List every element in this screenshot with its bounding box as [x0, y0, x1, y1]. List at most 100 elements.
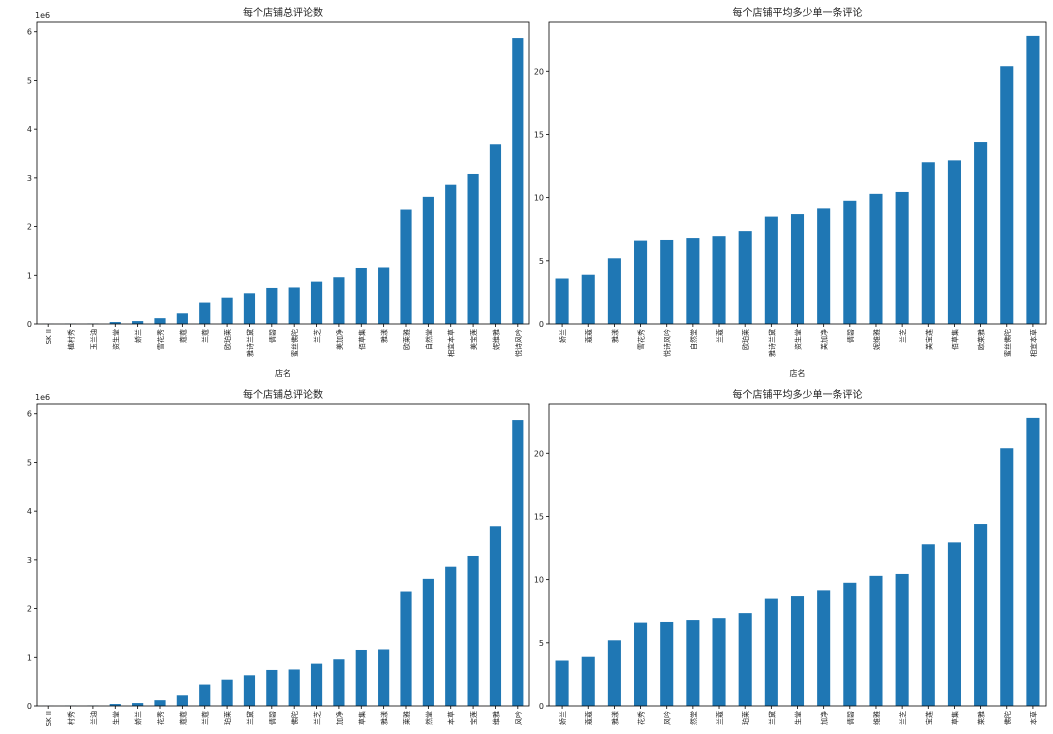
x-tick-label: 兰油	[89, 711, 98, 725]
x-tick-label: 自然堂	[689, 329, 698, 350]
bar	[634, 622, 648, 706]
bar	[712, 236, 726, 324]
bar	[660, 621, 674, 706]
x-tick-label: 欧莱雅	[402, 329, 411, 350]
bar	[895, 573, 909, 706]
x-tick-label: 维雅	[872, 711, 881, 725]
x-tick-label: 雅漾	[380, 711, 389, 725]
y-tick-label: 15	[534, 512, 544, 521]
x-tick-label: 本草	[1029, 711, 1038, 725]
y-tick-label: 5	[539, 639, 544, 648]
bar	[154, 318, 166, 324]
chart-title: 每个店铺平均多少单一条评论	[733, 6, 863, 19]
chart-title: 每个店铺总评论数	[243, 6, 323, 19]
bar	[266, 669, 278, 706]
chart-panel-1: 每个店铺总评论数 1e6 SK II 植村秀 玉兰油 资生堂 娇兰 雪花秀 蔻蔻 兰蔻 欧珀莱 雅诗兰…	[27, 6, 530, 378]
x-tick-label: 雅漾	[610, 329, 619, 343]
x-tick-label: 玉兰油	[89, 329, 98, 350]
x-tick-label: 草集	[950, 711, 959, 725]
x-tick-label: 草集	[357, 711, 366, 725]
bar	[974, 524, 988, 706]
x-tick-label: 兰蔻	[715, 329, 724, 343]
x-tick-label: 珀莱	[223, 711, 232, 725]
bar	[947, 160, 961, 324]
y-tick-label: 20	[534, 449, 544, 458]
bar	[154, 700, 166, 706]
chart-title: 每个店铺总评论数	[243, 388, 323, 401]
x-axis-label: 店名	[275, 368, 291, 378]
bar	[790, 596, 805, 706]
x-tick-label: 雪花秀	[637, 329, 646, 350]
x-tick-label: 蜜丝佛陀	[1003, 329, 1012, 357]
y-tick-label: 0	[539, 320, 544, 329]
x-tick-label: 佛陀	[290, 711, 299, 725]
x-tick-label: 植村秀	[67, 329, 76, 350]
bar	[921, 162, 935, 324]
bar	[445, 184, 457, 324]
bar	[843, 582, 857, 706]
y-tick-label: 5	[27, 76, 32, 85]
x-tick-label: 加净	[820, 711, 829, 725]
y-tick-label: 6	[27, 410, 32, 419]
x-tick-label: 自然堂	[424, 329, 433, 350]
bar	[310, 663, 323, 706]
x-tick-label: 资生堂	[111, 329, 120, 350]
bar	[581, 656, 595, 706]
bar	[1000, 448, 1014, 706]
bar	[378, 649, 390, 706]
x-tick-label: 美宝莲	[924, 329, 933, 350]
y-tick-label: 3	[27, 174, 32, 183]
bar	[400, 209, 412, 324]
x-tick-label: 蔻蔻	[178, 329, 187, 343]
bar	[607, 258, 621, 324]
bar	[817, 208, 831, 324]
bar	[422, 196, 434, 324]
x-tick-label: 悦诗风吟	[514, 329, 523, 357]
x-tick-label: SK II	[45, 711, 53, 726]
bar	[467, 173, 479, 324]
bar	[288, 669, 300, 706]
x-tick-label: 佰草集	[357, 329, 366, 350]
y-tick-label: 0	[539, 702, 544, 711]
x-tick-label: 兰芝	[898, 329, 907, 343]
x-tick-label: 欧珀莱	[741, 329, 750, 350]
y-tick-label: 0	[27, 702, 32, 711]
axes-frame	[548, 403, 1047, 707]
chart-panel-3: 每个店铺总评论数 1e6 SK II 村秀 兰油 生堂 娇兰 花秀 蔻蔻 兰蔻 珀莱 兰黛 倩碧 佛陀 兰芝…	[27, 388, 530, 726]
x-tick-label: 美宝莲	[469, 329, 478, 350]
x-tick-label: 然堂	[689, 711, 698, 725]
x-tick-label: 加净	[335, 711, 344, 725]
x-tick-label: 蜜丝佛陀	[290, 329, 299, 357]
bar	[947, 542, 961, 706]
bar	[288, 287, 300, 324]
x-tick-label: 兰蔻	[201, 329, 210, 343]
x-tick-label: 兰蔻	[715, 711, 724, 725]
bar	[1026, 417, 1040, 706]
x-tick-label: 欧珀莱	[223, 329, 232, 350]
bar	[869, 193, 883, 324]
x-tick-label: 倩碧	[846, 711, 855, 725]
bar	[817, 590, 831, 706]
y-tick-label: 6	[27, 28, 32, 37]
bar	[686, 620, 700, 706]
x-axis-label: 店名	[790, 368, 806, 378]
x-tick-label: 雅漾	[380, 329, 389, 343]
x-tick-label: 佛陀	[1003, 711, 1012, 725]
x-tick-label: 珀莱	[741, 711, 750, 725]
y-tick-label: 1	[27, 653, 32, 662]
bar	[489, 144, 502, 324]
y-tick-label: 2	[27, 605, 32, 614]
x-tick-label: 花秀	[156, 711, 165, 725]
bar	[489, 526, 502, 706]
x-tick-label: 悦诗风吟	[663, 329, 672, 357]
bar	[176, 313, 188, 324]
bar	[109, 704, 121, 706]
x-tick-label: 娇兰	[558, 711, 567, 725]
x-tick-label: 倩碧	[268, 711, 277, 725]
x-tick-label: 兰黛	[245, 711, 254, 725]
bar	[843, 200, 857, 324]
x-tick-label: 花秀	[637, 711, 646, 725]
x-tick-label: 蔻蔻	[178, 711, 187, 725]
x-tick-label: 妮维雅	[872, 329, 881, 350]
